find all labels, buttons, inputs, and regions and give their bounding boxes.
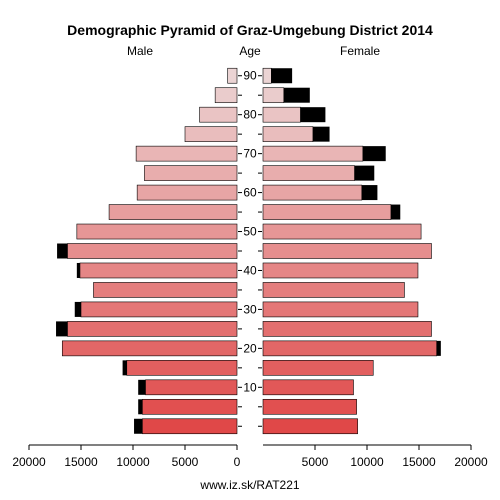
- female-bar-65: [262, 165, 355, 181]
- male-bar-40: [79, 262, 238, 279]
- female-bar-80: [262, 106, 301, 123]
- female-bar-25: [262, 321, 432, 337]
- x-tick-label: 10000: [350, 455, 384, 469]
- female-bar-40: [262, 262, 419, 279]
- age-tick-label: 10: [243, 380, 257, 394]
- female-bar-75: [262, 126, 314, 142]
- x-tick-label: 15000: [402, 455, 436, 469]
- male-bar-55: [108, 204, 238, 220]
- male-bar-15: [126, 360, 238, 376]
- male-bar-85: [214, 87, 238, 104]
- male-bar-35: [93, 282, 238, 298]
- x-tick-label: 10000: [116, 455, 150, 469]
- male-bar-75: [184, 126, 238, 142]
- female-bars: [262, 67, 441, 435]
- female-bar-50: [262, 223, 422, 240]
- female-bar-10: [262, 379, 354, 396]
- female-bar-45: [262, 243, 432, 259]
- male-bar-25: [67, 321, 238, 337]
- male-excess-15: [122, 360, 127, 376]
- age-tick-label: 80: [243, 108, 257, 122]
- female-bar-20: [262, 340, 437, 357]
- female-bar-5: [262, 398, 357, 415]
- female-excess-90: [271, 68, 293, 84]
- male-bar-20: [61, 340, 238, 357]
- age-tick-label: 50: [243, 225, 257, 239]
- x-tick-label: 20000: [454, 455, 488, 469]
- x-tick-label: 0: [234, 455, 241, 469]
- male-label: Male: [127, 44, 153, 58]
- female-bar-70: [262, 145, 364, 162]
- x-tick-label: 20000: [12, 455, 46, 469]
- male-bar-65: [144, 165, 238, 181]
- male-excess-40: [76, 262, 80, 278]
- male-excess-0: [134, 418, 143, 434]
- male-bar-70: [135, 145, 238, 162]
- female-excess-20: [436, 340, 441, 356]
- male-bar-90: [227, 67, 238, 84]
- male-bars: [56, 67, 238, 435]
- age-tick-label: 20: [243, 341, 257, 355]
- male-excess-5: [138, 399, 143, 415]
- male-bar-10: [145, 379, 238, 396]
- female-bar-60: [262, 184, 363, 201]
- male-bar-80: [199, 106, 238, 123]
- male-bar-60: [136, 184, 238, 201]
- female-excess-55: [390, 204, 401, 220]
- female-label: Female: [340, 44, 380, 58]
- male-bar-0: [142, 418, 238, 435]
- age-label: Age: [239, 44, 261, 58]
- female-excess-75: [312, 126, 330, 142]
- female-excess-70: [362, 146, 386, 162]
- male-bar-50: [76, 223, 238, 240]
- x-tick-label: 15000: [64, 455, 98, 469]
- female-bar-15: [262, 360, 374, 376]
- female-bar-0: [262, 418, 358, 435]
- axes: 20000 15000 10000 5000 0 5000 10000 15000 20000 1…: [12, 69, 488, 469]
- male-excess-25: [56, 321, 68, 337]
- x-tick-label: 5000: [302, 455, 329, 469]
- female-bar-85: [262, 87, 285, 104]
- female-bar-90: [262, 67, 272, 84]
- male-bar-5: [142, 398, 238, 415]
- male-excess-30: [74, 301, 81, 317]
- female-bar-55: [262, 204, 392, 220]
- x-tick-label: 5000: [172, 455, 199, 469]
- male-bar-45: [67, 243, 238, 259]
- age-tick-label: 60: [243, 186, 257, 200]
- female-excess-65: [354, 165, 375, 181]
- male-excess-45: [57, 243, 68, 259]
- male-excess-10: [138, 379, 146, 395]
- age-tick-label: 40: [243, 263, 257, 277]
- female-bar-30: [262, 301, 419, 318]
- chart-title: Demographic Pyramid of Graz-Umgebung Dis…: [67, 22, 433, 38]
- female-bar-35: [262, 282, 405, 298]
- female-excess-80: [300, 107, 326, 123]
- female-excess-85: [283, 87, 310, 103]
- footer-credit: www.iz.sk/RAT221: [199, 478, 299, 492]
- age-tick-label: 70: [243, 147, 257, 161]
- age-tick-label: 30: [243, 302, 257, 316]
- age-tick-label: 90: [243, 69, 257, 83]
- male-bar-30: [80, 301, 238, 318]
- female-excess-60: [361, 185, 378, 201]
